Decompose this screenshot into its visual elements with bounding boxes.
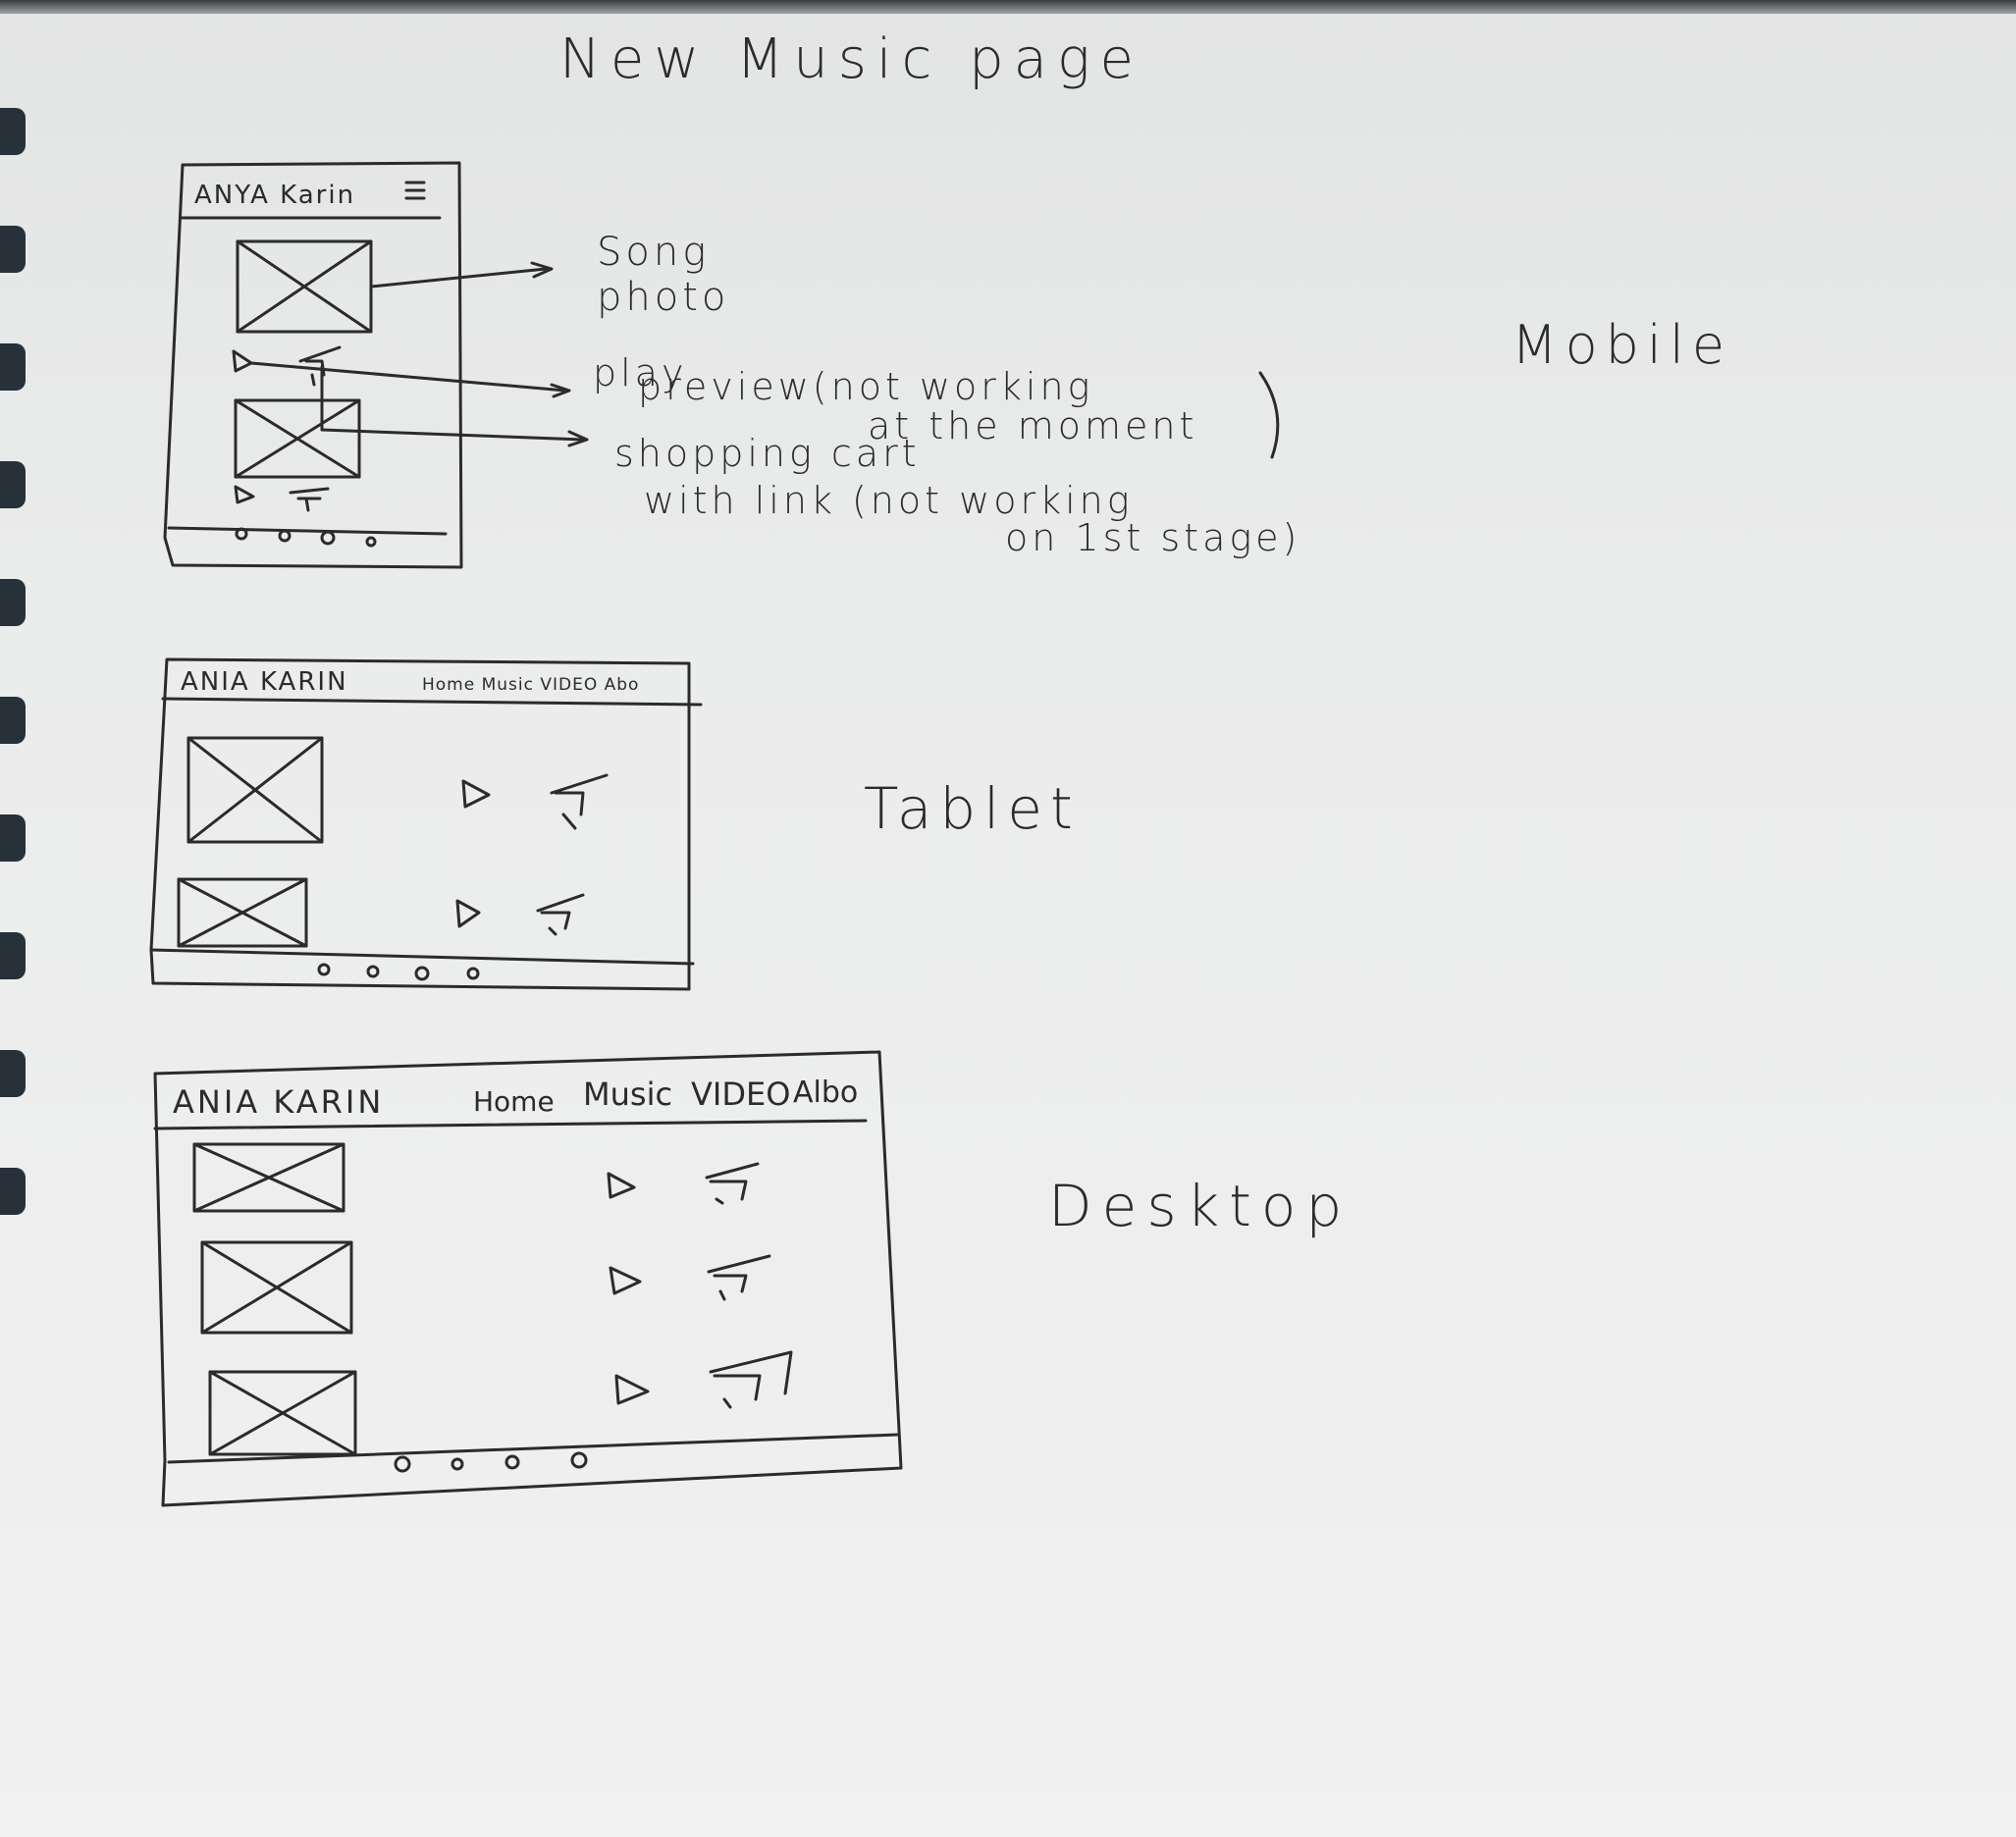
desktop-nav-music: Music <box>583 1076 673 1113</box>
shopping-cart-icon <box>289 487 330 512</box>
shopping-cart-icon <box>707 1254 771 1301</box>
tablet-brand: ANIA KARIN <box>181 667 348 697</box>
page-edge <box>0 0 2016 14</box>
hamburger-icon <box>404 181 426 200</box>
pagination-dots <box>394 1451 588 1473</box>
tablet-label: Tablet <box>864 775 1081 842</box>
desktop-nav-album: Albo <box>793 1076 859 1110</box>
annotation-play-3: at the moment <box>868 404 1198 447</box>
pagination-dots <box>235 527 377 548</box>
play-icon <box>234 485 255 504</box>
desktop-nav-video: VIDEO <box>691 1076 791 1113</box>
song-photo-placeholder <box>186 736 324 844</box>
song-photo-placeholder <box>192 1142 345 1213</box>
play-icon <box>609 1266 642 1295</box>
notebook-spiral <box>0 0 31 1837</box>
annotation-song-photo-2: photo <box>597 275 730 320</box>
song-photo-placeholder <box>208 1370 357 1456</box>
play-icon <box>461 779 491 809</box>
shopping-cart-icon <box>550 773 609 830</box>
mobile-label: Mobile <box>1512 314 1733 376</box>
mobile-brand: ANYA Karin <box>194 181 356 210</box>
play-icon <box>614 1374 650 1405</box>
annotation-cart-1: shopping cart <box>614 432 921 475</box>
shopping-cart-icon <box>536 893 585 936</box>
desktop-label: Desktop <box>1048 1173 1353 1239</box>
song-photo-placeholder <box>236 239 373 334</box>
annotation-cart-2: with link (not working <box>644 479 1134 522</box>
mobile-wireframe <box>163 161 1280 569</box>
shopping-cart-icon <box>709 1350 793 1409</box>
annotation-cart-3: on 1st stage) <box>1005 516 1301 559</box>
play-icon <box>455 899 481 928</box>
desktop-wireframe <box>153 1050 903 1507</box>
shopping-cart-icon <box>705 1162 760 1205</box>
play-icon <box>232 349 253 373</box>
tablet-wireframe <box>149 657 703 991</box>
play-icon <box>607 1172 636 1199</box>
shopping-cart-icon <box>298 345 342 387</box>
annotation-song-photo-1: Song <box>597 230 711 275</box>
pagination-dots <box>317 963 480 981</box>
annotation-play-1: play <box>593 351 688 394</box>
song-photo-placeholder <box>177 877 308 948</box>
song-photo-placeholder <box>200 1240 353 1335</box>
desktop-brand: ANIA KARIN <box>173 1083 385 1121</box>
tablet-nav: Home Music VIDEO Abo <box>422 675 640 695</box>
page-title: New Music page <box>559 27 1143 91</box>
song-photo-placeholder <box>234 398 361 479</box>
desktop-nav-home: Home <box>473 1085 555 1118</box>
annotation-play-2: preview(not working <box>638 365 1094 408</box>
